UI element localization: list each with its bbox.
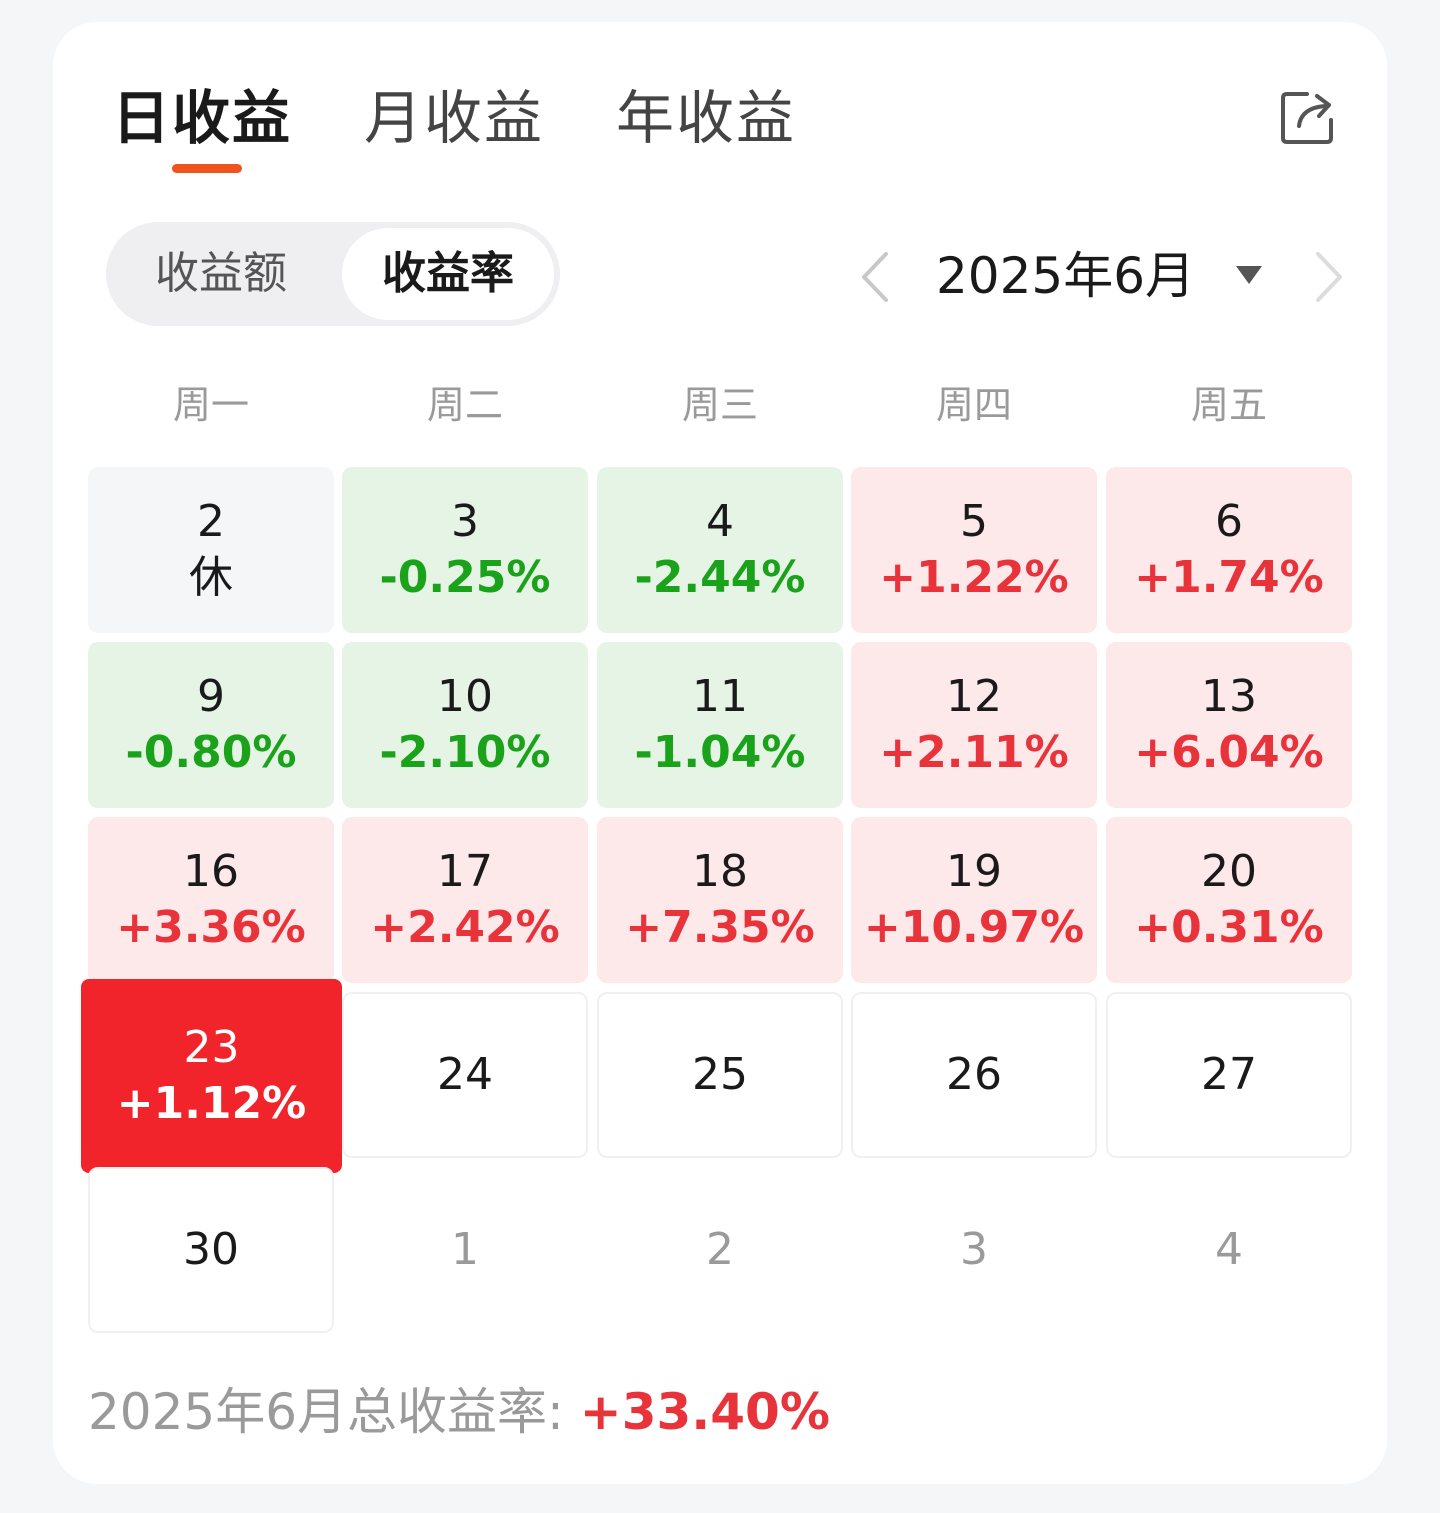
weekday-header: 周一 bbox=[172, 383, 249, 427]
day-number: 6 bbox=[1215, 496, 1243, 547]
day-return: +2.11% bbox=[879, 727, 1069, 778]
calendar-day-cell[interactable]: 12 +2.11% bbox=[851, 642, 1097, 808]
day-number: 13 bbox=[1201, 671, 1257, 722]
weekday-header: 周三 bbox=[681, 383, 758, 427]
day-number: 19 bbox=[946, 846, 1002, 897]
chevron-left-icon[interactable] bbox=[856, 250, 896, 304]
share-icon[interactable] bbox=[1277, 88, 1337, 148]
toggle-rate[interactable]: 收益率 bbox=[342, 228, 554, 320]
calendar-day-cell[interactable]: 10 -2.10% bbox=[342, 642, 588, 808]
day-return: +6.04% bbox=[1134, 727, 1324, 778]
day-number: 12 bbox=[946, 671, 1002, 722]
calendar-day-cell[interactable]: 5 +1.22% bbox=[851, 467, 1097, 633]
tab-monthly[interactable]: 月收益 bbox=[364, 84, 545, 152]
metric-toggle: 收益额 收益率 bbox=[106, 222, 560, 326]
day-return: +1.74% bbox=[1134, 552, 1324, 603]
day-number: 10 bbox=[437, 671, 493, 722]
calendar-day-cell[interactable]: 3 -0.25% bbox=[342, 467, 588, 633]
calendar-day-cell[interactable]: 20 +0.31% bbox=[1106, 817, 1352, 983]
day-return: -2.10% bbox=[379, 727, 551, 778]
day-number: 18 bbox=[692, 846, 748, 897]
calendar-day-cell[interactable]: 9 -0.80% bbox=[88, 642, 334, 808]
calendar-day-cell[interactable]: 4 bbox=[1106, 1167, 1352, 1333]
tab-yearly[interactable]: 年收益 bbox=[616, 84, 797, 152]
calendar-day-cell[interactable]: 11 -1.04% bbox=[597, 642, 843, 808]
calendar-day-cell[interactable]: 1 bbox=[342, 1167, 588, 1333]
day-return: +10.97% bbox=[863, 902, 1085, 953]
day-number: 1 bbox=[451, 1224, 479, 1275]
day-number: 9 bbox=[197, 671, 225, 722]
day-number: 26 bbox=[946, 1049, 1002, 1100]
day-number: 30 bbox=[183, 1224, 239, 1275]
day-number: 27 bbox=[1201, 1049, 1257, 1100]
day-return: -1.04% bbox=[634, 727, 806, 778]
day-return: -0.25% bbox=[379, 552, 551, 603]
day-return: +3.36% bbox=[116, 902, 306, 953]
tab-bar: 日收益 月收益 年收益 bbox=[112, 80, 868, 173]
month-summary: 2025年6月总收益率: +33.40% bbox=[88, 1380, 830, 1444]
calendar-day-cell[interactable]: 6 +1.74% bbox=[1106, 467, 1352, 633]
day-return: +2.42% bbox=[370, 902, 560, 953]
day-number: 2 bbox=[706, 1224, 734, 1275]
chevron-right-icon[interactable] bbox=[1308, 250, 1348, 304]
calendar-day-cell[interactable]: 30 bbox=[88, 1167, 334, 1333]
caret-down-icon[interactable] bbox=[1234, 264, 1264, 286]
day-number: 2 bbox=[197, 496, 225, 547]
day-return: +7.35% bbox=[625, 902, 815, 953]
calendar-day-cell[interactable]: 26 bbox=[851, 992, 1097, 1158]
calendar-day-cell[interactable]: 19 +10.97% bbox=[851, 817, 1097, 983]
calendar-day-cell[interactable]: 27 bbox=[1106, 992, 1352, 1158]
summary-label: 2025年6月总收益率: bbox=[88, 1383, 580, 1441]
calendar-day-cell[interactable]: 25 bbox=[597, 992, 843, 1158]
day-number: 3 bbox=[451, 496, 479, 547]
day-number: 4 bbox=[1215, 1224, 1243, 1275]
day-return: +0.31% bbox=[1134, 902, 1324, 953]
calendar-day-cell[interactable]: 17 +2.42% bbox=[342, 817, 588, 983]
day-number: 16 bbox=[183, 846, 239, 897]
day-number: 5 bbox=[960, 496, 988, 547]
calendar-day-cell[interactable]: 23 +1.12% bbox=[81, 979, 342, 1173]
calendar-day-cell[interactable]: 18 +7.35% bbox=[597, 817, 843, 983]
calendar-day-cell[interactable]: 2 bbox=[597, 1167, 843, 1333]
weekday-header: 周四 bbox=[935, 383, 1012, 427]
day-return: -2.44% bbox=[634, 552, 806, 603]
day-number: 17 bbox=[437, 846, 493, 897]
day-number: 24 bbox=[437, 1049, 493, 1100]
day-number: 20 bbox=[1201, 846, 1257, 897]
day-return: 休 bbox=[189, 552, 233, 603]
day-number: 3 bbox=[960, 1224, 988, 1275]
day-number: 4 bbox=[706, 496, 734, 547]
day-number: 11 bbox=[692, 671, 748, 722]
day-return: -0.80% bbox=[125, 727, 297, 778]
calendar-day-cell[interactable]: 13 +6.04% bbox=[1106, 642, 1352, 808]
month-selector[interactable]: 2025年6月 bbox=[936, 247, 1196, 305]
weekday-header: 周二 bbox=[426, 383, 503, 427]
tab-daily[interactable]: 日收益 bbox=[112, 80, 292, 173]
calendar-day-cell[interactable]: 16 +3.36% bbox=[88, 817, 334, 983]
calendar-day-cell[interactable]: 4 -2.44% bbox=[597, 467, 843, 633]
day-number: 25 bbox=[692, 1049, 748, 1100]
summary-value: +33.40% bbox=[579, 1383, 830, 1441]
calendar-day-cell[interactable]: 24 bbox=[342, 992, 588, 1158]
day-return: +1.22% bbox=[879, 552, 1069, 603]
weekday-header: 周五 bbox=[1190, 383, 1267, 427]
day-number: 23 bbox=[183, 1022, 240, 1073]
toggle-amount[interactable]: 收益额 bbox=[155, 248, 287, 299]
day-return: +1.12% bbox=[116, 1078, 307, 1129]
calendar-day-cell[interactable]: 3 bbox=[851, 1167, 1097, 1333]
